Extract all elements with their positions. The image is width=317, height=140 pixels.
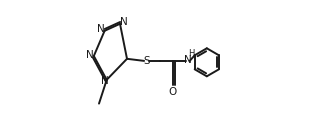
Text: N: N — [184, 55, 192, 65]
Text: N: N — [120, 17, 128, 27]
Text: H: H — [188, 49, 194, 58]
Text: N: N — [96, 24, 104, 34]
Text: N: N — [101, 75, 109, 86]
Text: N: N — [86, 50, 94, 60]
Text: O: O — [169, 87, 177, 97]
Text: S: S — [143, 56, 150, 66]
